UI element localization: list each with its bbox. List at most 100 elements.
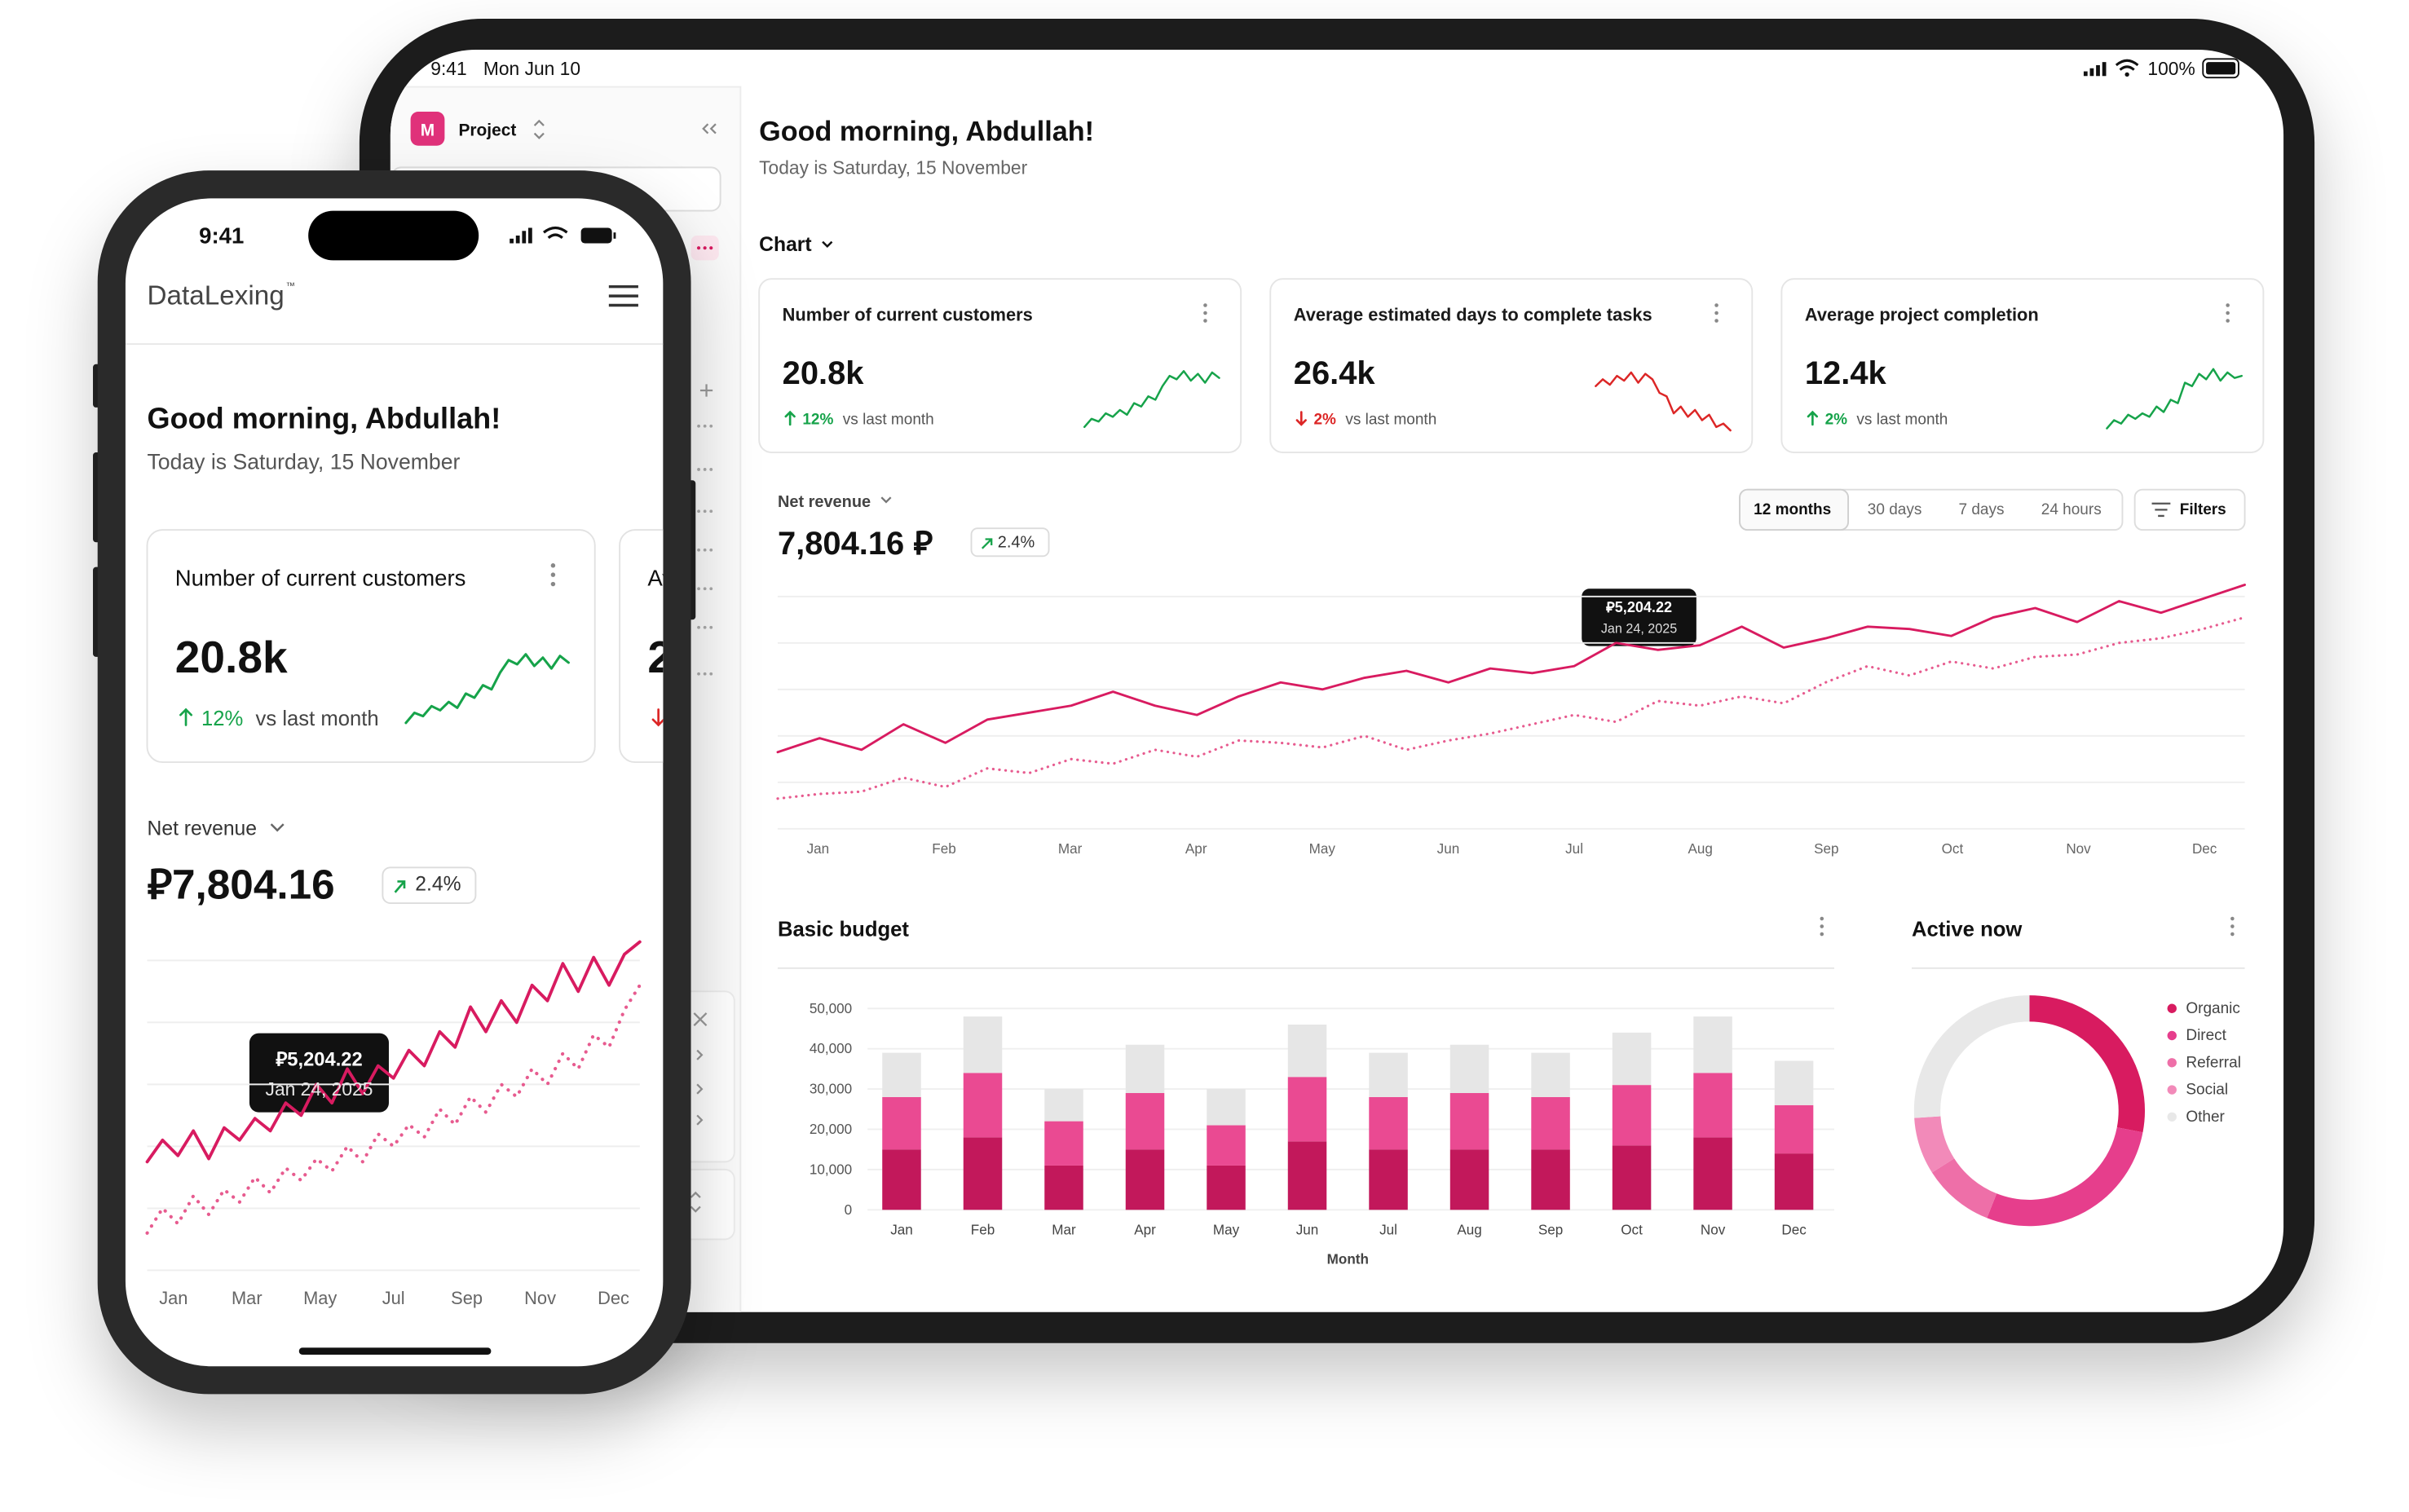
phone-screen (125, 198, 664, 1367)
bar-segment (1044, 1121, 1083, 1166)
chart-title: Basic budget (778, 918, 909, 941)
panel-switch[interactable] (690, 1191, 701, 1213)
card-change: 2% (1313, 412, 1336, 429)
range-option[interactable]: 7 days (1959, 501, 2005, 518)
x-tick-label: Jan (807, 841, 830, 857)
bar-segment (1693, 1137, 1732, 1210)
x-tick-label: Aug (1457, 1222, 1481, 1237)
tooltip (1582, 588, 1696, 646)
legend-swatch (2167, 1112, 2177, 1122)
revenue-change: 2.4% (998, 533, 1035, 551)
x-tick-label: Dec (1781, 1222, 1807, 1237)
bar-segment (1369, 1096, 1408, 1150)
kebab-dot (2226, 311, 2230, 315)
donut-segment (1987, 1126, 2143, 1227)
x-tick-label: Jul (1379, 1222, 1397, 1237)
revenue-total: 7,804.16 ⃁ (778, 526, 933, 562)
status-time: 9:41 (199, 223, 244, 248)
metric-card (1780, 278, 2265, 453)
revenue-chevron[interactable] (880, 496, 892, 504)
bar-segment (1449, 1093, 1489, 1150)
project-switch[interactable] (533, 119, 545, 139)
collapse-icon[interactable] (702, 123, 717, 134)
status-battery: 100% (2147, 58, 2195, 79)
card-value: 12.4k (1805, 355, 1887, 391)
add-icon[interactable] (699, 384, 713, 397)
bar-segment (1287, 1025, 1327, 1078)
trend-arrow (179, 708, 193, 726)
revenue-total: ⃁7,804.16 (148, 862, 335, 908)
change-arrow (981, 538, 993, 549)
kebab[interactable] (1820, 916, 1824, 937)
tablet-signal (2083, 62, 2107, 77)
range-selected (1739, 488, 1850, 531)
bar-segment (1774, 1060, 1814, 1105)
line-series (404, 653, 570, 725)
donut-segment (1931, 1157, 1997, 1219)
bar-segment (963, 1073, 1003, 1138)
logo-mark: ™ (286, 282, 295, 292)
y-tick-label: 0 (845, 1202, 853, 1218)
change-badge (382, 866, 477, 904)
filters-button[interactable] (2133, 488, 2246, 531)
tooltip (249, 1033, 389, 1113)
status-time: 9:41 (430, 58, 466, 79)
legend-swatch (2167, 1085, 2177, 1095)
chart-chevron[interactable] (822, 240, 833, 249)
date-line: Today is Saturday, 15 November (148, 449, 461, 474)
dynamic-island (308, 210, 479, 261)
filters-label[interactable]: Filters (2180, 501, 2226, 518)
x-tick-label: Jul (1565, 841, 1583, 857)
chart-title: Net revenue (148, 818, 257, 840)
donut-segment (1914, 1116, 1955, 1173)
x-tick-label: Sep (451, 1288, 483, 1308)
x-tick-label: Nov (524, 1288, 556, 1308)
x-tick-label: May (1309, 841, 1336, 857)
y-tick-label: 30,000 (810, 1082, 852, 1097)
phone-battery-tip (613, 232, 616, 239)
range-option[interactable]: 12 months (1754, 501, 1831, 518)
legend-label: Other (2186, 1109, 2225, 1126)
legend-swatch (2167, 1030, 2177, 1041)
trend-arrow (784, 410, 796, 426)
tooltip-date: Jan 24, 2025 (266, 1078, 373, 1100)
line-series (2106, 368, 2244, 430)
bar-segment (882, 1096, 921, 1150)
x-tick-label: Mar (232, 1288, 263, 1308)
trend-arrow (1807, 410, 1819, 426)
x-tick-label: Dec (2192, 841, 2217, 857)
hamburger[interactable] (608, 284, 638, 307)
chart-title: Active now (1912, 918, 2022, 941)
x-tick-label: Jun (1437, 841, 1460, 857)
x-tick-label: Nov (1701, 1222, 1726, 1237)
x-tick-label: Dec (598, 1288, 629, 1308)
kebab-dot (2226, 319, 2230, 323)
card-value: 20.8k (175, 632, 288, 682)
section-title: Chart (759, 234, 811, 256)
kebab[interactable] (2230, 916, 2235, 937)
x-tick-label: Feb (971, 1222, 995, 1237)
bar-segment (1774, 1153, 1814, 1210)
bar-segment (1369, 1052, 1408, 1097)
greeting: Good morning, Abdullah! (759, 117, 1094, 148)
y-tick-label: 40,000 (810, 1041, 852, 1056)
range-option[interactable]: 30 days (1868, 501, 1922, 518)
x-tick-label: Jan (159, 1288, 188, 1308)
bar-segment (1693, 1073, 1732, 1138)
bar-segment (963, 1016, 1003, 1073)
bar-segment (1612, 1032, 1652, 1086)
bar-segment (1693, 1016, 1732, 1073)
bar-segment (1125, 1093, 1165, 1150)
tablet-wifi (2115, 59, 2139, 71)
revenue-chevron[interactable] (270, 823, 285, 832)
revenue-change: 2.4% (415, 874, 461, 896)
bar-segment (1612, 1145, 1652, 1210)
bar-segment (1369, 1149, 1408, 1210)
greeting: Good morning, Abdullah! (148, 402, 501, 435)
x-tick-label: Oct (1621, 1222, 1643, 1237)
panel-icons[interactable] (693, 1012, 708, 1126)
phone-battery (580, 227, 612, 244)
range-option[interactable]: 24 hours (2041, 501, 2102, 518)
kebab-dot (1203, 319, 1207, 323)
